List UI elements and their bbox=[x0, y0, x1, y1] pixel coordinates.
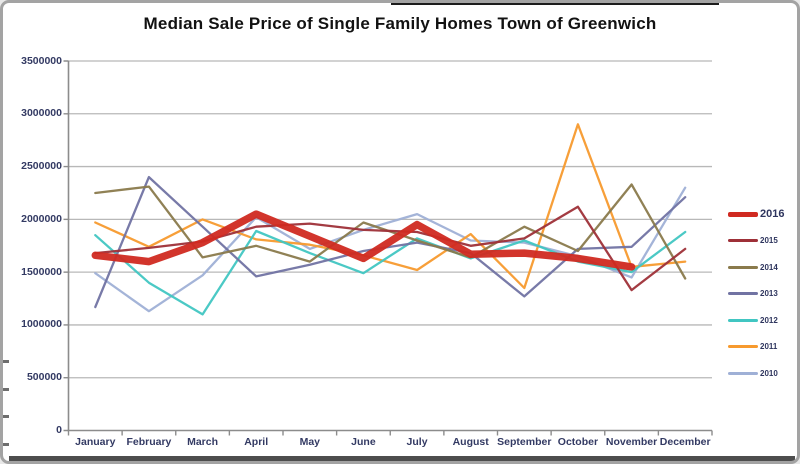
x-tick-label-october: October bbox=[557, 436, 599, 448]
left-edge-artifact bbox=[3, 360, 9, 363]
legend-item-2012: 2012 bbox=[728, 307, 796, 334]
legend-item-2011: 2011 bbox=[728, 334, 796, 361]
legend-label-2012: 2012 bbox=[760, 315, 778, 325]
y-tick-label: 0 bbox=[56, 424, 62, 436]
series-line-2011 bbox=[94, 123, 687, 290]
left-edge-artifact bbox=[3, 415, 9, 418]
legend-swatch-2014 bbox=[728, 265, 758, 269]
legend-item-2014: 2014 bbox=[728, 254, 796, 281]
left-edge-artifact bbox=[3, 388, 9, 391]
y-tick-label: 500000 bbox=[26, 371, 62, 384]
legend-item-2016: 2016 bbox=[728, 201, 796, 228]
y-tick-label: 3500000 bbox=[21, 54, 62, 67]
chart-plot-area bbox=[63, 60, 713, 436]
x-tick-label-june: June bbox=[351, 436, 376, 448]
x-tick-label-may: May bbox=[299, 436, 321, 448]
legend-label-2013: 2013 bbox=[760, 289, 778, 299]
x-tick-label-july: July bbox=[406, 436, 428, 448]
legend-label-2015: 2015 bbox=[760, 236, 778, 246]
x-tick-label-january: January bbox=[75, 436, 116, 448]
legend-item-2010: 2010 bbox=[728, 360, 796, 387]
legend-swatch-2011 bbox=[728, 345, 758, 349]
series-line-2013 bbox=[94, 175, 687, 309]
chart-legend: 2016 2015 2014 2013 2012 2011 2010 bbox=[728, 201, 796, 387]
legend-swatch-2010 bbox=[728, 371, 758, 375]
left-edge-artifact bbox=[3, 443, 9, 446]
top-edge-artifact bbox=[391, 3, 719, 5]
x-tick-label-september: September bbox=[497, 436, 552, 448]
bottom-edge-artifact bbox=[9, 456, 795, 461]
legend-swatch-2012 bbox=[728, 318, 758, 322]
x-tick-label-august: August bbox=[452, 436, 489, 448]
x-tick-label-march: March bbox=[187, 436, 219, 448]
y-tick-label: 2000000 bbox=[21, 212, 62, 225]
legend-label-2016: 2016 bbox=[760, 208, 785, 221]
x-tick-label-april: April bbox=[244, 436, 269, 448]
y-tick-label: 3000000 bbox=[21, 107, 62, 120]
legend-label-2014: 2014 bbox=[760, 262, 778, 272]
legend-item-2013: 2013 bbox=[728, 281, 796, 308]
y-tick-label: 1500000 bbox=[21, 265, 62, 278]
x-tick-label-december: December bbox=[659, 436, 711, 448]
y-tick-label: 2500000 bbox=[21, 160, 62, 173]
legend-swatch-2015 bbox=[728, 239, 758, 243]
y-tick-label: 1000000 bbox=[21, 318, 62, 331]
legend-swatch-2013 bbox=[728, 292, 758, 296]
legend-item-2015: 2015 bbox=[728, 228, 796, 255]
chart-title: Median Sale Price of Single Family Homes… bbox=[143, 14, 657, 33]
x-tick-label-november: November bbox=[605, 436, 658, 448]
legend-label-2010: 2010 bbox=[760, 368, 778, 378]
legend-swatch-2016 bbox=[728, 211, 758, 217]
series-line-2016 bbox=[91, 210, 636, 271]
x-tick-label-february: February bbox=[126, 436, 172, 448]
legend-label-2011: 2011 bbox=[760, 342, 778, 352]
